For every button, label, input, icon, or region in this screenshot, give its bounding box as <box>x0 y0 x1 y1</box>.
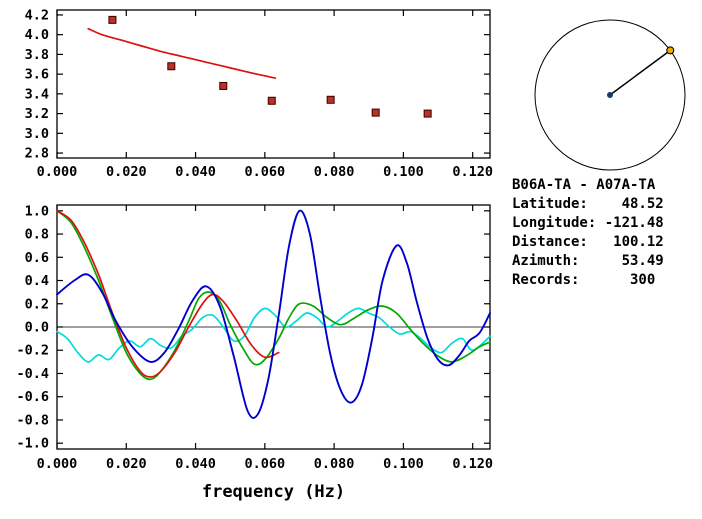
svg-text:4.0: 4.0 <box>25 27 49 43</box>
svg-text:3.4: 3.4 <box>25 86 49 102</box>
model-correlation <box>56 209 491 381</box>
svg-text:-1.0: -1.0 <box>16 436 49 452</box>
svg-text:0.080: 0.080 <box>314 164 355 180</box>
longitude-line: Longitude: -121.48 <box>512 215 664 231</box>
plot-frame <box>56 9 491 159</box>
svg-text:0.120: 0.120 <box>452 164 493 180</box>
svg-text:0.060: 0.060 <box>245 456 286 472</box>
center-station-marker <box>607 92 613 98</box>
svg-text:3.8: 3.8 <box>25 47 49 63</box>
svg-text:-0.6: -0.6 <box>16 389 49 405</box>
dispersion-chart: 0.000 0.020 0.040 0.060 0.080 0.100 0.120 2.8 3.… <box>25 7 493 180</box>
azimuth-circle-plot <box>534 19 686 171</box>
svg-text:0.040: 0.040 <box>175 164 216 180</box>
svg-text:-0.2: -0.2 <box>16 343 49 359</box>
svg-text:3.6: 3.6 <box>25 67 49 83</box>
svg-text:0.100: 0.100 <box>383 164 424 180</box>
svg-text:-0.8: -0.8 <box>16 412 49 428</box>
svg-text:0.080: 0.080 <box>314 456 355 472</box>
station-pair-label: B06A-TA - A07A-TA <box>512 177 656 193</box>
pair-station-marker <box>666 46 675 55</box>
plot-frame <box>56 204 491 450</box>
svg-text:frequency (Hz): frequency (Hz) <box>202 482 345 502</box>
svg-text:0.100: 0.100 <box>383 456 424 472</box>
latitude-line: Latitude: 48.52 <box>512 196 664 212</box>
svg-text:0.060: 0.060 <box>245 164 286 180</box>
svg-text:-0.4: -0.4 <box>16 366 49 382</box>
distance-line: Distance: 100.12 <box>512 234 664 250</box>
svg-text:0.120: 0.120 <box>452 456 493 472</box>
real-cross-spectrum <box>56 209 491 419</box>
svg-text:2.8: 2.8 <box>25 146 49 162</box>
station-info: B06A-TA - A07A-TA Latitude: 48.52 Longit… <box>512 176 664 290</box>
dispersion-points <box>108 15 117 24</box>
azimuth-direction-line <box>609 49 671 96</box>
svg-text:0.8: 0.8 <box>25 227 49 243</box>
svg-text:0.0: 0.0 <box>25 320 49 336</box>
svg-text:0.020: 0.020 <box>106 456 147 472</box>
svg-text:0.000: 0.000 <box>37 164 78 180</box>
svg-text:0.2: 0.2 <box>25 296 49 312</box>
dispersion-points <box>167 62 176 71</box>
svg-text:0.000: 0.000 <box>37 456 78 472</box>
dispersion-points <box>219 81 228 90</box>
dispersion-points <box>423 109 432 118</box>
svg-text:0.4: 0.4 <box>25 273 49 289</box>
svg-text:0.6: 0.6 <box>25 250 49 266</box>
dispersion-points <box>326 95 335 104</box>
svg-text:3.0: 3.0 <box>25 126 49 142</box>
svg-text:3.2: 3.2 <box>25 106 49 122</box>
azimuth-line-label: Azimuth: 53.49 <box>512 253 664 269</box>
dispersion-points <box>267 96 276 105</box>
svg-text:0.040: 0.040 <box>175 456 216 472</box>
svg-text:4.2: 4.2 <box>25 7 49 23</box>
records-line: Records: 300 <box>512 272 656 288</box>
svg-text:0.020: 0.020 <box>106 164 147 180</box>
svg-text:1.0: 1.0 <box>25 203 49 219</box>
dispersion-points <box>371 108 380 117</box>
fitted-correlation <box>56 209 280 378</box>
azimuth-circle <box>534 19 686 171</box>
dispersion-curve <box>87 27 277 79</box>
correlation-chart: 0.000 0.020 0.040 0.060 0.080 0.100 0.120 -1.0 -… <box>16 203 493 502</box>
